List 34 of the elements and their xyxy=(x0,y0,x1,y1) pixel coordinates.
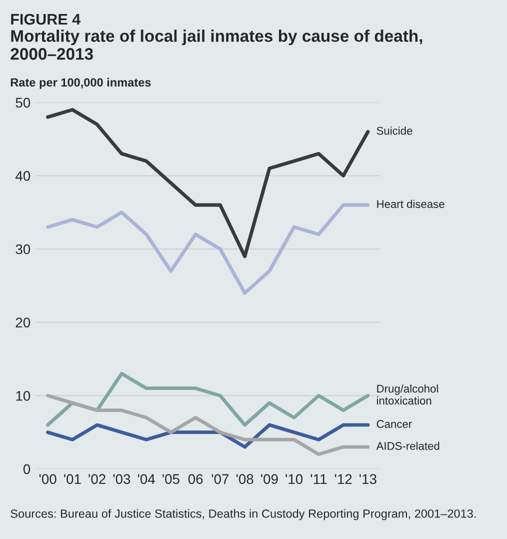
x-tick-label: '09 xyxy=(261,474,278,484)
line-series xyxy=(46,203,370,295)
source-note: Sources: Bureau of Justice Statistics, Deaths in Custody Reporting Program, 2001–2013. xyxy=(10,509,476,520)
chart-title: FIGURE 4 xyxy=(11,14,81,25)
line-series xyxy=(46,423,370,449)
x-tick-label: '00 xyxy=(39,474,56,484)
x-tick-label: '03 xyxy=(113,474,130,484)
series-label: Drug/alcohol intoxication xyxy=(377,384,438,405)
y-axis-title: Rate per 100,000 inmates xyxy=(10,78,151,89)
series-label: Cancer xyxy=(376,420,412,428)
y-tick-label: 50 xyxy=(16,98,30,108)
x-tick-label: '13 xyxy=(360,474,376,484)
chart-subtitle: Mortality rate of local jail inmates by cause of death, 2000–2013 xyxy=(10,30,422,60)
y-tick-label: 40 xyxy=(16,171,30,181)
line-series xyxy=(46,372,370,427)
x-tick-label: '05 xyxy=(162,474,180,484)
y-tick-label: 30 xyxy=(16,244,30,254)
line-series xyxy=(46,394,370,456)
x-tick-label: '10 xyxy=(286,474,303,484)
x-tick-label: '01 xyxy=(64,474,81,484)
line-series xyxy=(46,108,370,258)
series-label: Heart disease xyxy=(377,200,444,208)
x-tick-label: '11 xyxy=(310,474,327,484)
series-label: Suicide xyxy=(376,126,412,135)
y-tick-label: 0 xyxy=(23,464,30,474)
y-tick-label: 20 xyxy=(16,318,30,328)
x-tick-label: '04 xyxy=(138,474,155,484)
series-label: AIDS-related xyxy=(376,442,440,450)
y-tick-label: 10 xyxy=(16,390,30,401)
x-tick-label: '02 xyxy=(88,474,106,484)
x-tick-label: '12 xyxy=(334,474,352,484)
x-tick-label: '08 xyxy=(236,474,254,484)
x-tick-label: '07 xyxy=(212,474,229,484)
x-tick-label: 06 xyxy=(188,474,203,484)
